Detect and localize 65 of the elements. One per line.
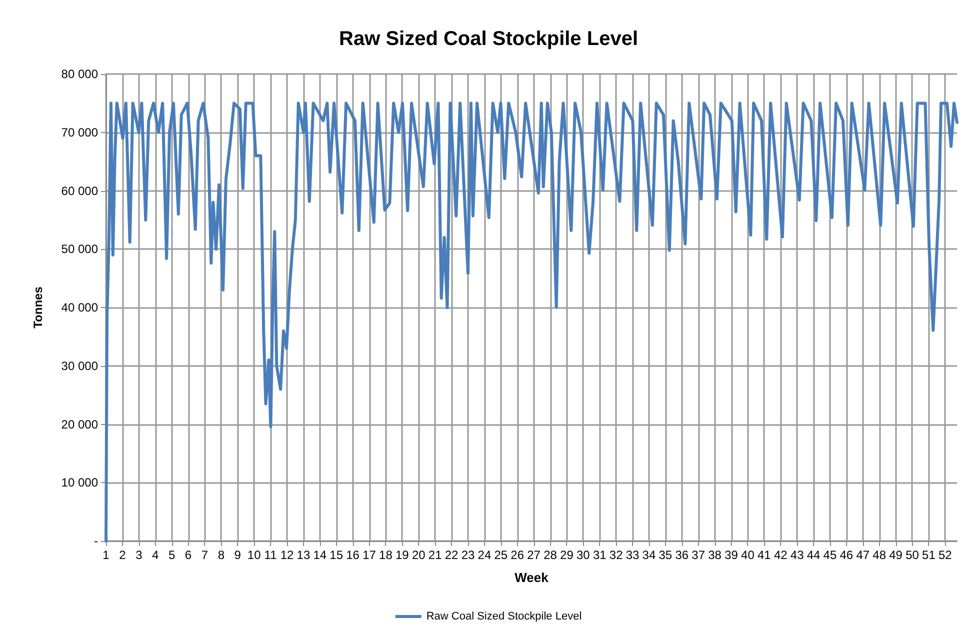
x-tick-label: 48 <box>872 548 886 562</box>
x-tick-label: 40 <box>741 548 755 562</box>
x-tick-label: 19 <box>395 548 410 562</box>
y-tick-label: - <box>94 534 98 548</box>
x-tick-label: 47 <box>856 548 870 562</box>
x-tick-label: 37 <box>692 548 706 562</box>
x-tick-label: 20 <box>412 548 426 562</box>
x-tick-label: 35 <box>658 548 672 562</box>
x-tick-label: 8 <box>218 548 225 562</box>
x-tick-label: 17 <box>362 548 376 562</box>
x-tick-label: 31 <box>592 548 607 562</box>
x-tick-label: 11 <box>264 548 278 562</box>
x-tick-label: 22 <box>444 548 459 562</box>
x-tick-label: 9 <box>234 548 242 562</box>
x-tick-label: 52 <box>938 548 952 562</box>
x-tick-label: 5 <box>168 548 176 562</box>
x-tick-label: 7 <box>201 548 208 562</box>
x-tick-label: 26 <box>510 548 524 562</box>
x-tick-label: 39 <box>724 548 738 562</box>
x-tick-label: 43 <box>790 548 804 562</box>
x-tick-label: 51 <box>922 548 936 562</box>
x-tick-label: 16 <box>346 548 360 562</box>
x-tick-label: 12 <box>280 548 294 562</box>
x-tick-label: 38 <box>708 548 722 562</box>
x-tick-label: 27 <box>527 548 541 562</box>
x-tick-label: 4 <box>152 548 160 562</box>
x-tick-label: 45 <box>823 548 837 562</box>
x-tick-label: 32 <box>609 548 624 562</box>
x-tick-label: 46 <box>840 548 854 562</box>
x-tick-label: 33 <box>626 548 640 562</box>
y-tick-label: 70 000 <box>61 125 98 140</box>
x-tick-label: 23 <box>461 548 475 562</box>
x-tick-label: 36 <box>675 548 689 562</box>
x-tick-label: 21 <box>428 548 442 562</box>
x-tick-label: 2 <box>119 548 126 562</box>
y-tick-label: 30 000 <box>61 358 98 373</box>
x-tick-label: 3 <box>136 548 143 562</box>
x-tick-label: 30 <box>576 548 590 562</box>
x-tick-label: 44 <box>806 548 821 562</box>
x-tick-label: 24 <box>478 548 492 562</box>
y-tick-label: 40 000 <box>61 300 98 314</box>
y-axis-title: Tonnes <box>31 286 45 328</box>
x-tick-label: 14 <box>313 548 327 562</box>
x-axis-title: Week <box>514 570 550 585</box>
chart-title: Raw Sized Coal Stockpile Level <box>339 28 638 50</box>
x-tick-label: 29 <box>560 548 574 562</box>
x-tick-label: 28 <box>544 548 558 562</box>
x-tick-label: 42 <box>774 548 788 562</box>
x-tick-label: 18 <box>379 548 393 562</box>
legend-label: Raw Coal Sized Stockpile Level <box>426 610 582 622</box>
x-tick-label: 13 <box>296 548 310 562</box>
y-tick-label: 80 000 <box>61 67 98 81</box>
y-tick-label: 60 000 <box>61 184 98 198</box>
x-tick-label: 50 <box>906 548 920 562</box>
x-tick-label: 6 <box>184 548 192 562</box>
x-tick-label: 1 <box>102 548 110 562</box>
x-tick-label: 25 <box>494 548 508 562</box>
x-tick-label: 15 <box>330 548 344 562</box>
x-tick-label: 10 <box>247 548 262 562</box>
y-tick-label: 20 000 <box>61 417 98 432</box>
x-tick-label: 34 <box>642 548 656 562</box>
y-tick-label: 50 000 <box>61 242 98 256</box>
x-tick-label: 49 <box>889 548 903 562</box>
y-tick-label: 10 000 <box>61 476 98 490</box>
x-tick-label: 41 <box>757 548 772 562</box>
